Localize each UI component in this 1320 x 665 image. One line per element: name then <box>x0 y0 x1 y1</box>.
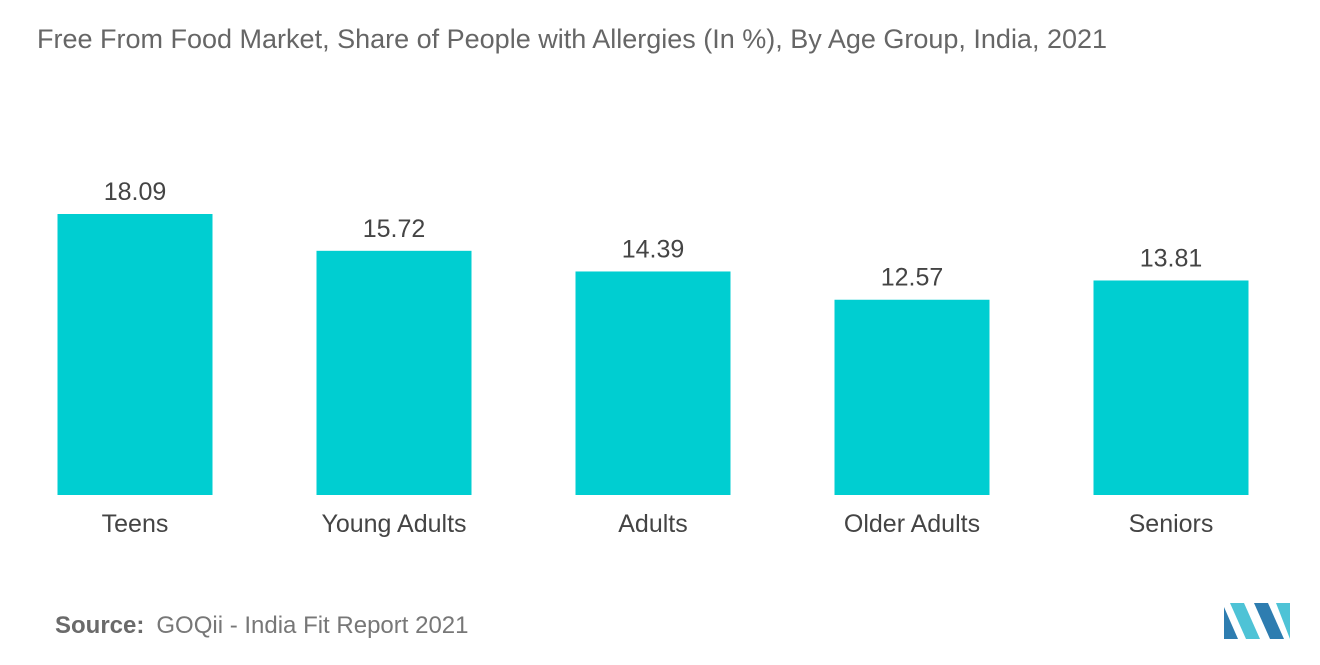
mordor-intelligence-logo-icon <box>1224 603 1290 639</box>
data-label: 12.57 <box>881 264 944 292</box>
x-tick-label: Young Adults <box>321 510 466 538</box>
data-label: 15.72 <box>363 215 426 243</box>
data-label: 13.81 <box>1140 244 1203 272</box>
bar-young-adults <box>316 250 472 495</box>
logo-shape-mid <box>1230 603 1260 639</box>
source-text: GOQii - India Fit Report 2021 <box>156 612 469 639</box>
data-label: 18.09 <box>104 178 167 206</box>
source-note: Source: GOQii - India Fit Report 2021 <box>55 612 469 640</box>
x-tick-label: Seniors <box>1129 510 1214 538</box>
chart-title: Free From Food Market, Share of People w… <box>37 24 1108 54</box>
bar-older-adults <box>834 299 990 495</box>
bar-adults <box>575 271 731 495</box>
x-tick-label: Teens <box>102 510 169 538</box>
x-tick-label: Older Adults <box>844 510 980 538</box>
bar-seniors <box>1093 280 1249 495</box>
x-tick-label: Adults <box>618 510 687 538</box>
logo-shape-mid2 <box>1254 603 1284 639</box>
data-label: 14.39 <box>622 235 685 263</box>
source-label: Source: <box>55 612 145 639</box>
logo-shape-left <box>1224 607 1238 639</box>
bar-teens <box>57 214 213 495</box>
bar-chart: 18.09 Teens 15.72 Young Adults 14.39 Adults 12… <box>57 178 1249 538</box>
logo-shape-right <box>1276 603 1290 639</box>
